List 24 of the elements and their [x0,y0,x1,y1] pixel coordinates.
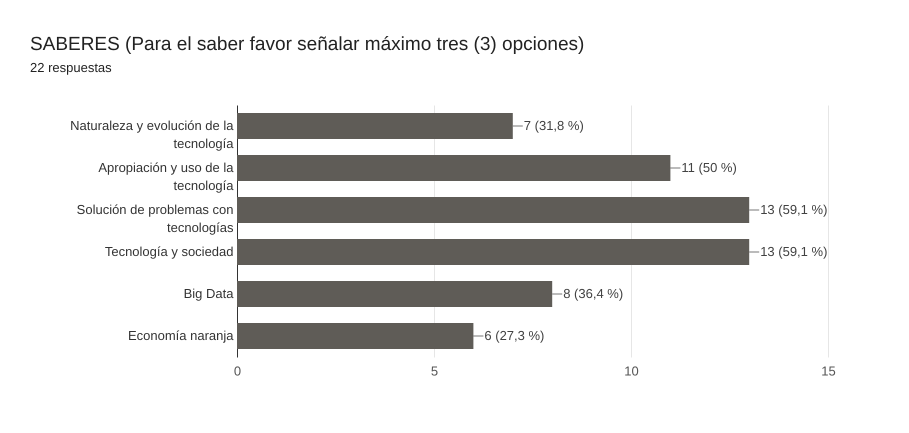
y-tick-label: Naturaleza y evolución de la tecnología [70,118,234,151]
y-tick-label: Big Data [184,286,234,301]
x-tick-label: 0 [234,364,242,378]
data-label: 13 (59,1 %) [760,244,828,259]
text: 22 respuestas [30,60,112,75]
bar [237,154,670,182]
data-label: 11 (50 %) [681,160,737,175]
bar [237,112,513,140]
bar [237,238,750,266]
x-tick-label: 5 [430,364,438,378]
x-tick-label: 10 [624,364,639,378]
chart-title: SABERES (Para el saber favor señalar máximo tres (3) opciones) [30,34,584,55]
y-tick-label: Apropiación y uso de la tecnología [98,160,234,193]
bar [237,196,750,224]
y-tick-label: Economía naranja [128,328,234,343]
data-label: 7 (31,8 %) [524,118,584,133]
y-tick-label: Solución de problemas con tecnologías [76,202,234,235]
data-label: 13 (59,1 %) [760,202,828,217]
data-label: 8 (36,4 %) [563,286,624,301]
y-tick-label: Tecnología y sociedad [104,244,234,259]
bar [237,322,474,350]
x-tick-label: 15 [821,364,836,378]
bar [237,280,552,308]
data-label: 6 (27,3 %) [484,328,544,343]
